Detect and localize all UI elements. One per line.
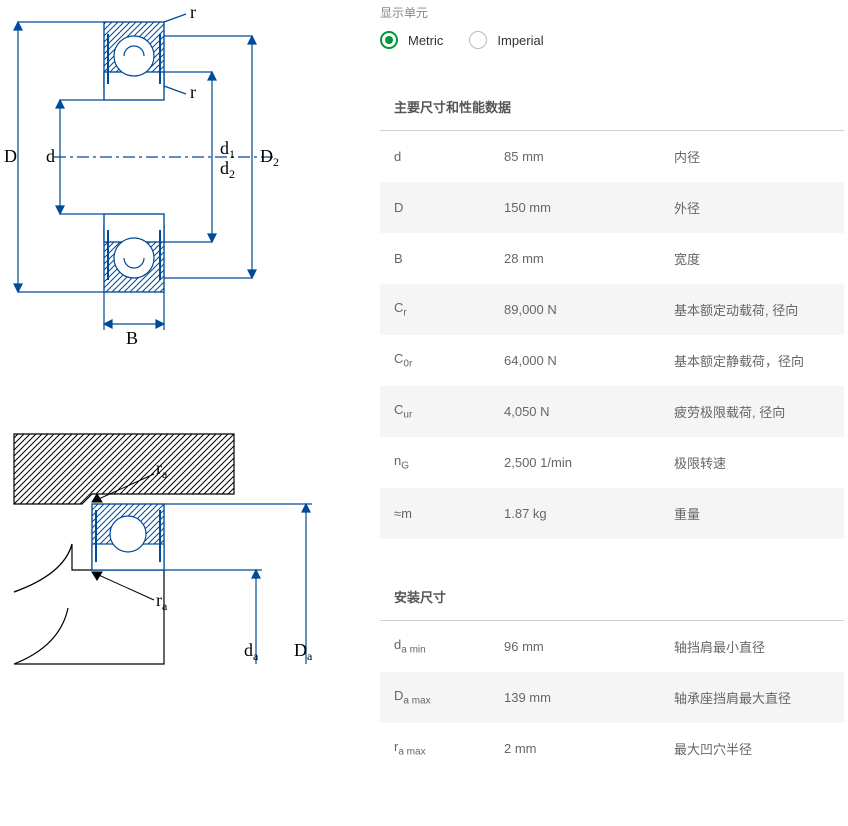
- row-description: 最大凹穴半径: [674, 739, 830, 758]
- diagram-label-r-bottom: r: [190, 82, 196, 102]
- row-symbol: ≈m: [394, 506, 504, 521]
- data-row: ≈m1.87 kg重量: [380, 488, 844, 539]
- section-header-mount: 安装尺寸: [380, 569, 844, 621]
- data-row: da min96 mm轴挡肩最小直径: [380, 621, 844, 672]
- diagram-label-d2: d2: [220, 158, 235, 181]
- row-description: 外径: [674, 198, 830, 217]
- row-symbol: da min: [394, 637, 504, 656]
- row-symbol: nG: [394, 453, 504, 472]
- row-symbol: B: [394, 251, 504, 266]
- row-description: 基本额定动载荷, 径向: [674, 300, 830, 319]
- row-value: 96 mm: [504, 639, 674, 654]
- section-header-main: 主要尺寸和性能数据: [380, 79, 844, 131]
- diagram-label-d: d: [46, 146, 55, 166]
- radio-imperial[interactable]: Imperial: [469, 31, 543, 49]
- diagram-label-r-top: r: [190, 4, 196, 22]
- row-value: 89,000 N: [504, 302, 674, 317]
- row-symbol: Cur: [394, 402, 504, 421]
- row-description: 基本额定静载荷，径向: [674, 351, 830, 370]
- data-row: Cur4,050 N疲劳极限载荷, 径向: [380, 386, 844, 437]
- row-symbol: d: [394, 149, 504, 164]
- mounting-diagram: ra ra da Da: [4, 424, 364, 684]
- data-row: B28 mm宽度: [380, 233, 844, 284]
- row-description: 轴挡肩最小直径: [674, 637, 830, 656]
- radio-unselected-icon: [469, 31, 487, 49]
- data-row: Cr89,000 N基本额定动载荷, 径向: [380, 284, 844, 335]
- diagram-label-B: B: [126, 328, 138, 348]
- row-symbol: Da max: [394, 688, 504, 707]
- row-value: 85 mm: [504, 149, 674, 164]
- data-row: C0r64,000 N基本额定静载荷，径向: [380, 335, 844, 386]
- diagram-label-da: da: [244, 640, 259, 663]
- data-row: D150 mm外径: [380, 182, 844, 233]
- row-symbol: C0r: [394, 351, 504, 370]
- row-description: 极限转速: [674, 453, 830, 472]
- row-value: 64,000 N: [504, 353, 674, 368]
- unit-selector-label: 显示单元: [380, 4, 844, 21]
- row-value: 28 mm: [504, 251, 674, 266]
- row-value: 4,050 N: [504, 404, 674, 419]
- row-symbol: ra max: [394, 739, 504, 758]
- row-description: 疲劳极限载荷, 径向: [674, 402, 830, 421]
- row-value: 1.87 kg: [504, 506, 674, 521]
- diagram-label-D2: D2: [260, 146, 279, 169]
- radio-selected-icon: [380, 31, 398, 49]
- data-row: nG2,500 1/min极限转速: [380, 437, 844, 488]
- row-description: 重量: [674, 504, 830, 523]
- radio-metric[interactable]: Metric: [380, 31, 443, 49]
- unit-radio-group: Metric Imperial: [380, 31, 844, 49]
- row-description: 宽度: [674, 249, 830, 268]
- row-description: 轴承座挡肩最大直径: [674, 688, 830, 707]
- radio-metric-label: Metric: [408, 33, 443, 48]
- data-row: Da max139 mm轴承座挡肩最大直径: [380, 672, 844, 723]
- row-value: 139 mm: [504, 690, 674, 705]
- diagram-label-D: D: [4, 146, 17, 166]
- radio-imperial-label: Imperial: [497, 33, 543, 48]
- row-value: 2 mm: [504, 741, 674, 756]
- diagram-label-Da: Da: [294, 640, 313, 663]
- row-description: 内径: [674, 147, 830, 166]
- row-symbol: Cr: [394, 300, 504, 319]
- row-value: 150 mm: [504, 200, 674, 215]
- row-value: 2,500 1/min: [504, 455, 674, 470]
- row-symbol: D: [394, 200, 504, 215]
- data-row: d85 mm内径: [380, 131, 844, 182]
- bearing-cross-section-diagram: D d d1 d2 D2 B r r: [4, 4, 364, 364]
- data-row: ra max2 mm最大凹穴半径: [380, 723, 844, 774]
